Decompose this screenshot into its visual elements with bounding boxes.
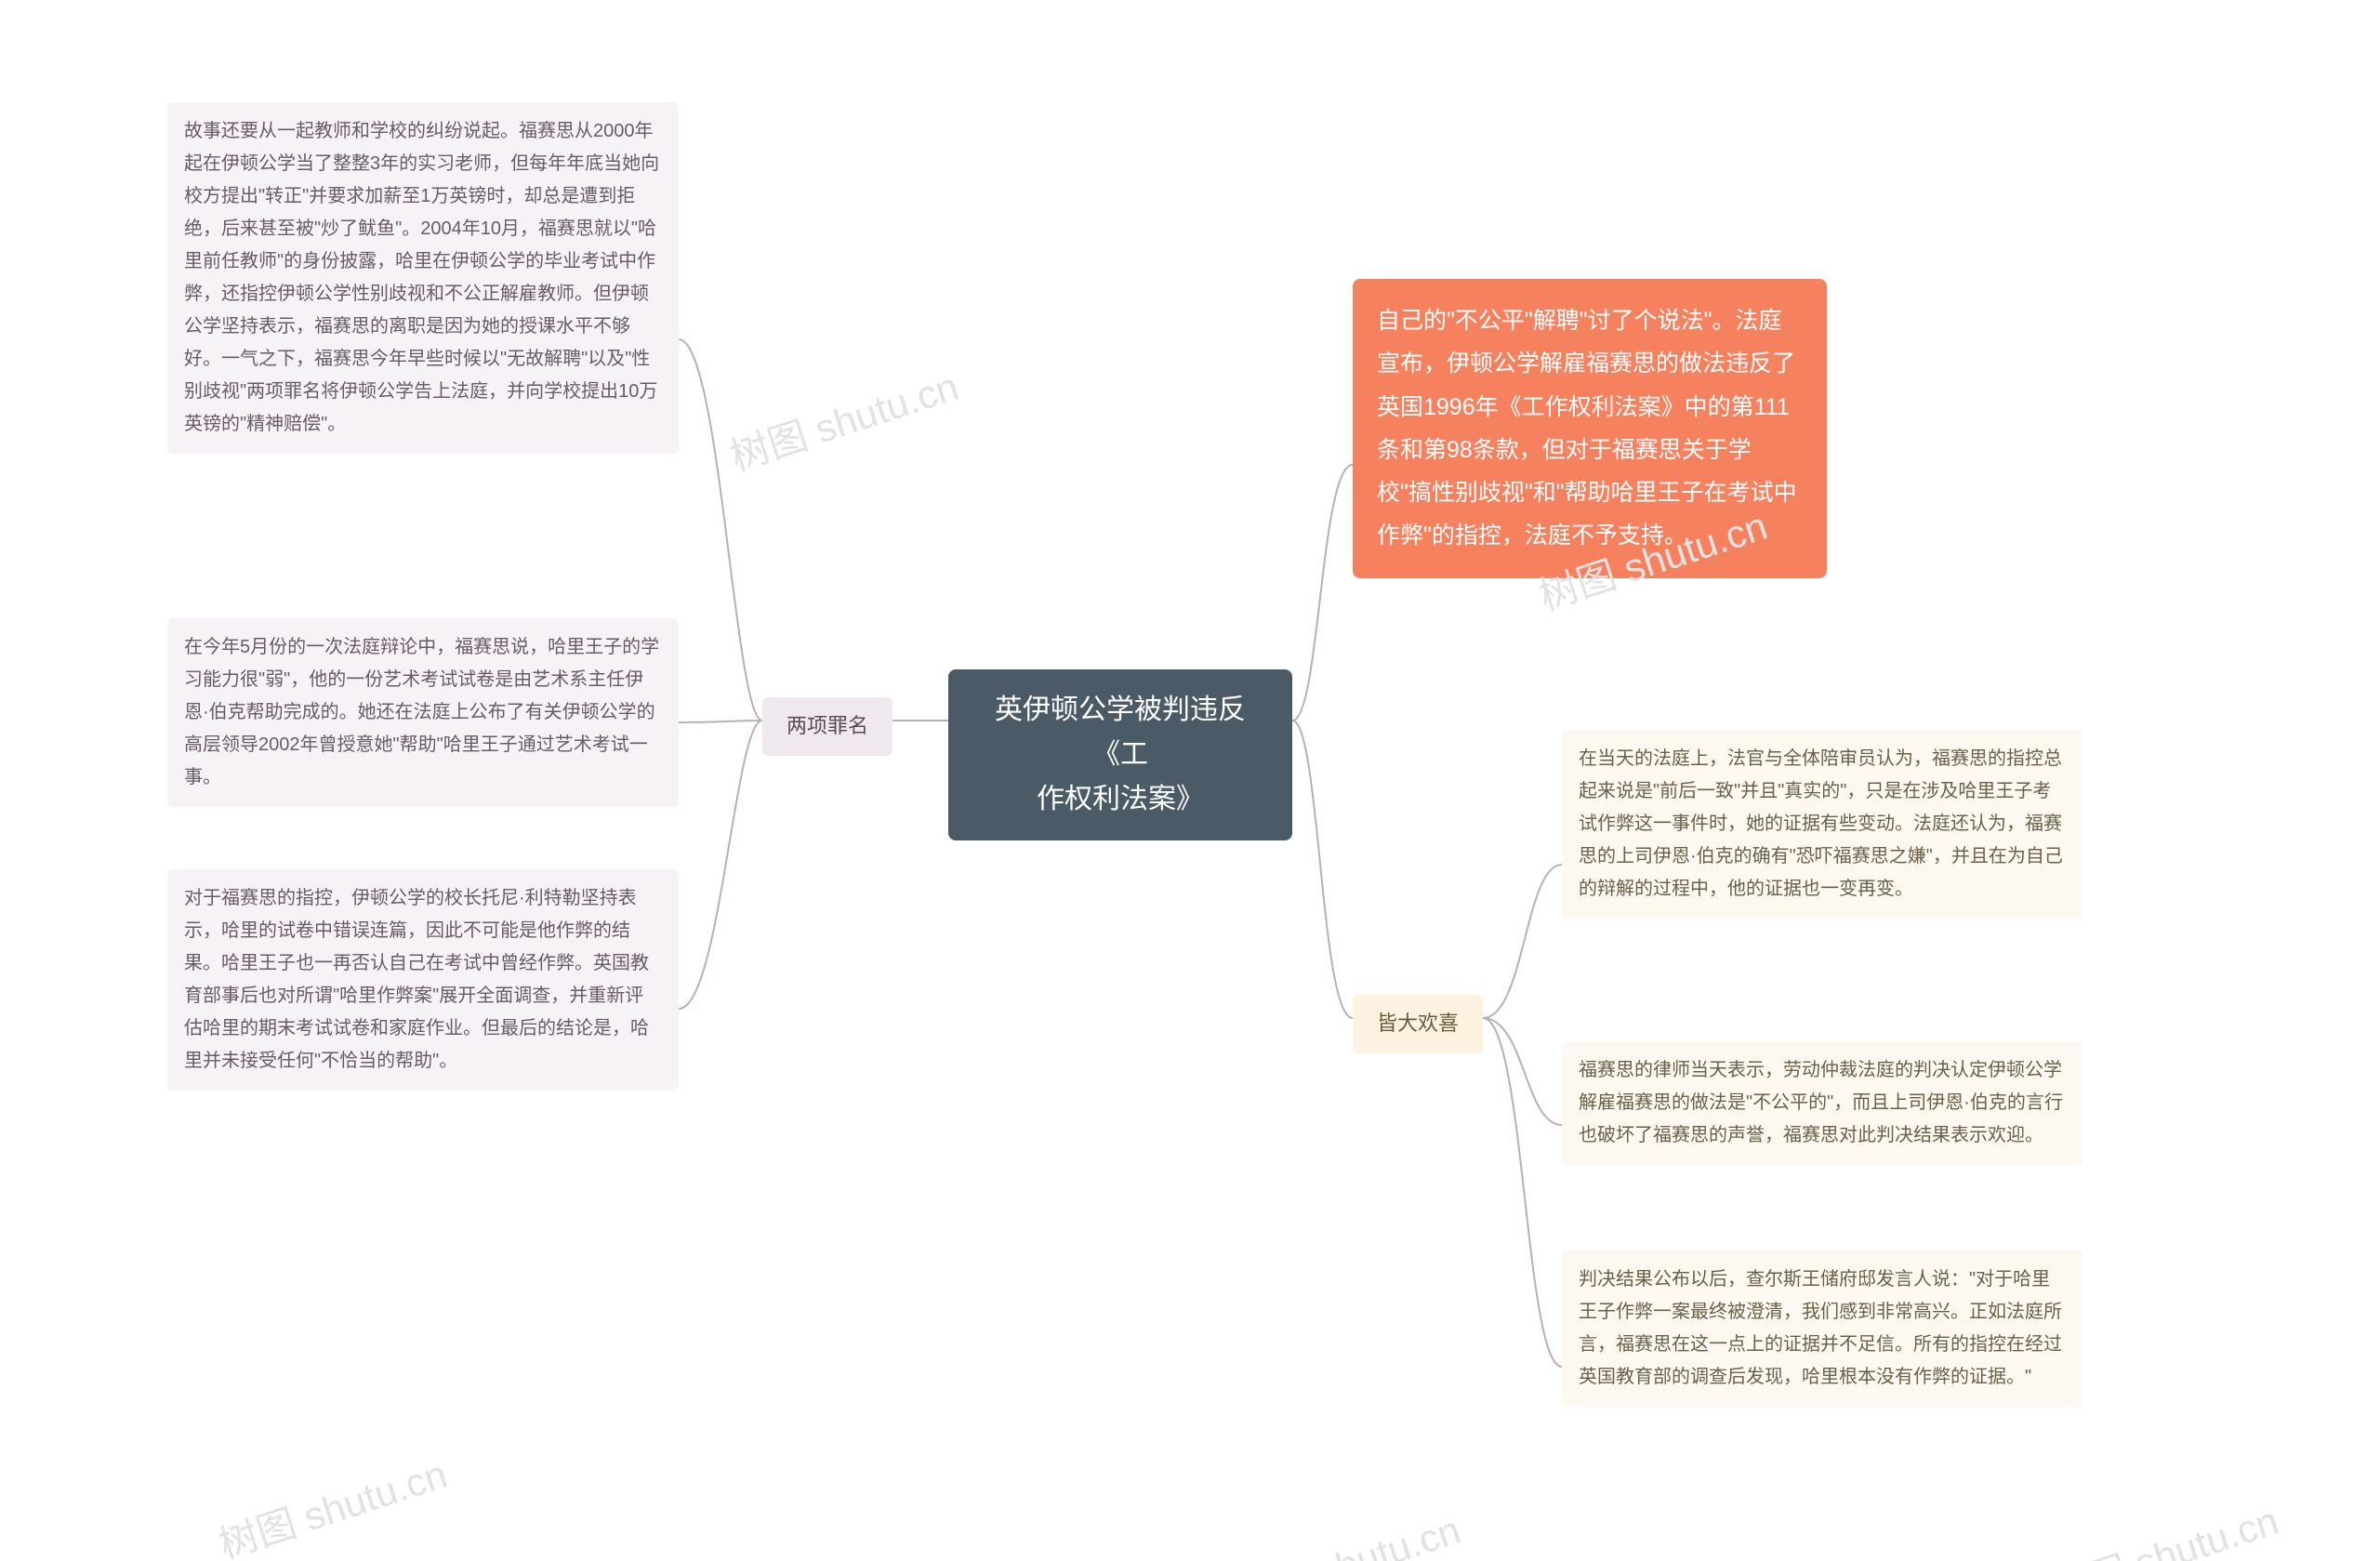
left-leaf-1: 在今年5月份的一次法庭辩论中，福赛思说，哈里王子的学习能力很"弱"，他的一份艺术… [167,618,679,807]
watermark-0: 树图 shutu.cn [211,1443,454,1561]
branch-two-charges: 两项罪名 [762,697,892,756]
center-topic: 英伊顿公学被判违反《工作权利法案》 [948,669,1292,840]
right-leaf-0: 在当天的法庭上，法官与全体陪审员认为，福赛思的指控总起来说是"前后一致"并且"真… [1562,730,2082,919]
left-leaf-0: 故事还要从一起教师和学校的纠纷说起。福赛思从2000年起在伊顿公学当了整整3年的… [167,102,679,454]
right-leaf-2: 判决结果公布以后，查尔斯王储府邸发言人说："对于哈里王子作弊一案最终被澄清，我们… [1562,1250,2082,1407]
watermark-2: 树图 shutu.cn [1224,1499,1467,1561]
left-leaf-2: 对于福赛思的指控，伊顿公学的校长托尼·利特勒坚持表示，哈里的试卷中错误连篇，因此… [167,869,679,1091]
watermark-1: 树图 shutu.cn [722,355,965,483]
branch-everyone-happy: 皆大欢喜 [1353,995,1483,1053]
watermark-4: 树图 shutu.cn [2043,1489,2285,1561]
highlight-verdict: 自己的"不公平"解聘"讨了个说法"。法庭宣布，伊顿公学解雇福赛思的做法违反了英国… [1353,279,1827,578]
right-leaf-1: 福赛思的律师当天表示，劳动仲裁法庭的判决认定伊顿公学解雇福赛思的做法是"不公平的… [1562,1041,2082,1165]
